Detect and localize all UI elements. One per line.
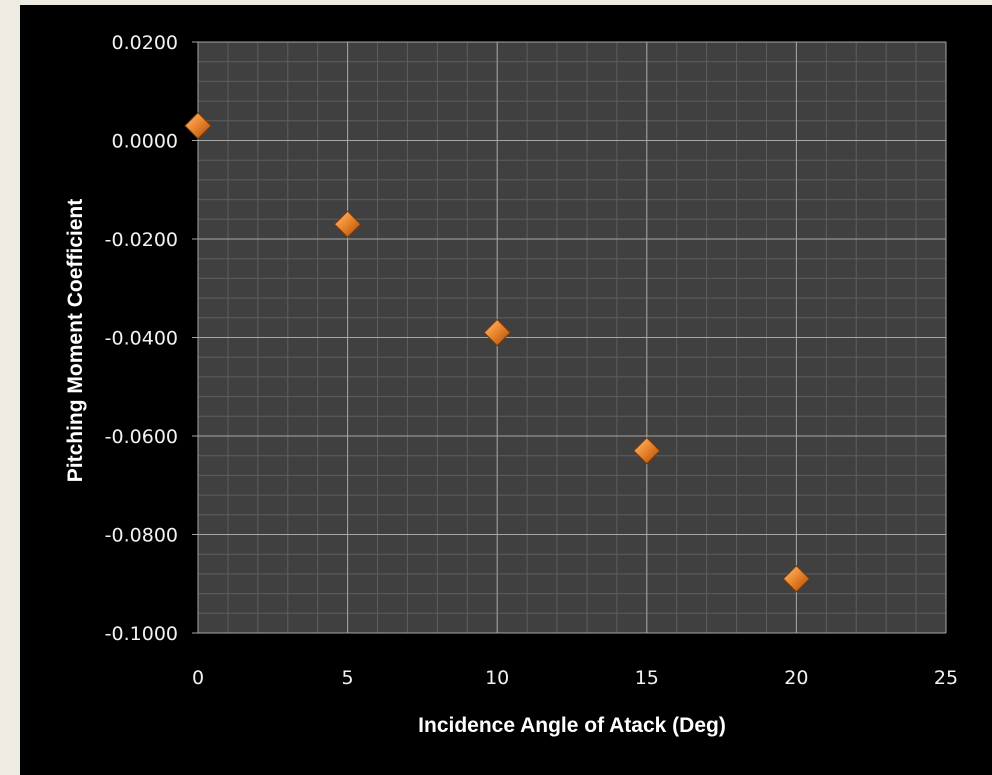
data-point <box>782 565 811 593</box>
x-tick-label: 25 <box>934 667 958 689</box>
y-tick-label: 0.0200 <box>112 32 178 54</box>
y-tick-label: -0.0400 <box>105 328 178 350</box>
y-tick-label: -0.0600 <box>105 426 178 448</box>
y-axis-ticks: 0.0200 0.0000 -0.0200 -0.0400 -0.0600 -0.0800… <box>105 32 178 645</box>
data-point <box>483 318 511 347</box>
data-point <box>333 210 362 238</box>
y-axis-title: Pitching Moment Coefficient <box>64 199 87 483</box>
major-grid <box>192 41 947 634</box>
x-axis-ticks: 0 5 10 15 20 25 <box>192 667 958 689</box>
y-tick-label: -0.1000 <box>105 623 178 645</box>
x-tick-label: 0 <box>192 667 204 689</box>
x-tick-label: 15 <box>635 667 659 689</box>
x-tick-label: 20 <box>784 667 808 689</box>
y-tick-label: 0.0000 <box>112 131 178 153</box>
x-tick-label: 5 <box>342 667 354 689</box>
x-tick-label: 10 <box>485 667 509 689</box>
data-point <box>633 437 661 465</box>
data-point <box>184 112 212 140</box>
x-axis-title: Incidence Angle of Atack (Deg) <box>418 714 726 737</box>
data-points <box>184 112 811 593</box>
y-tick-label: -0.0200 <box>105 229 178 251</box>
y-tick-label: -0.0800 <box>105 525 178 547</box>
